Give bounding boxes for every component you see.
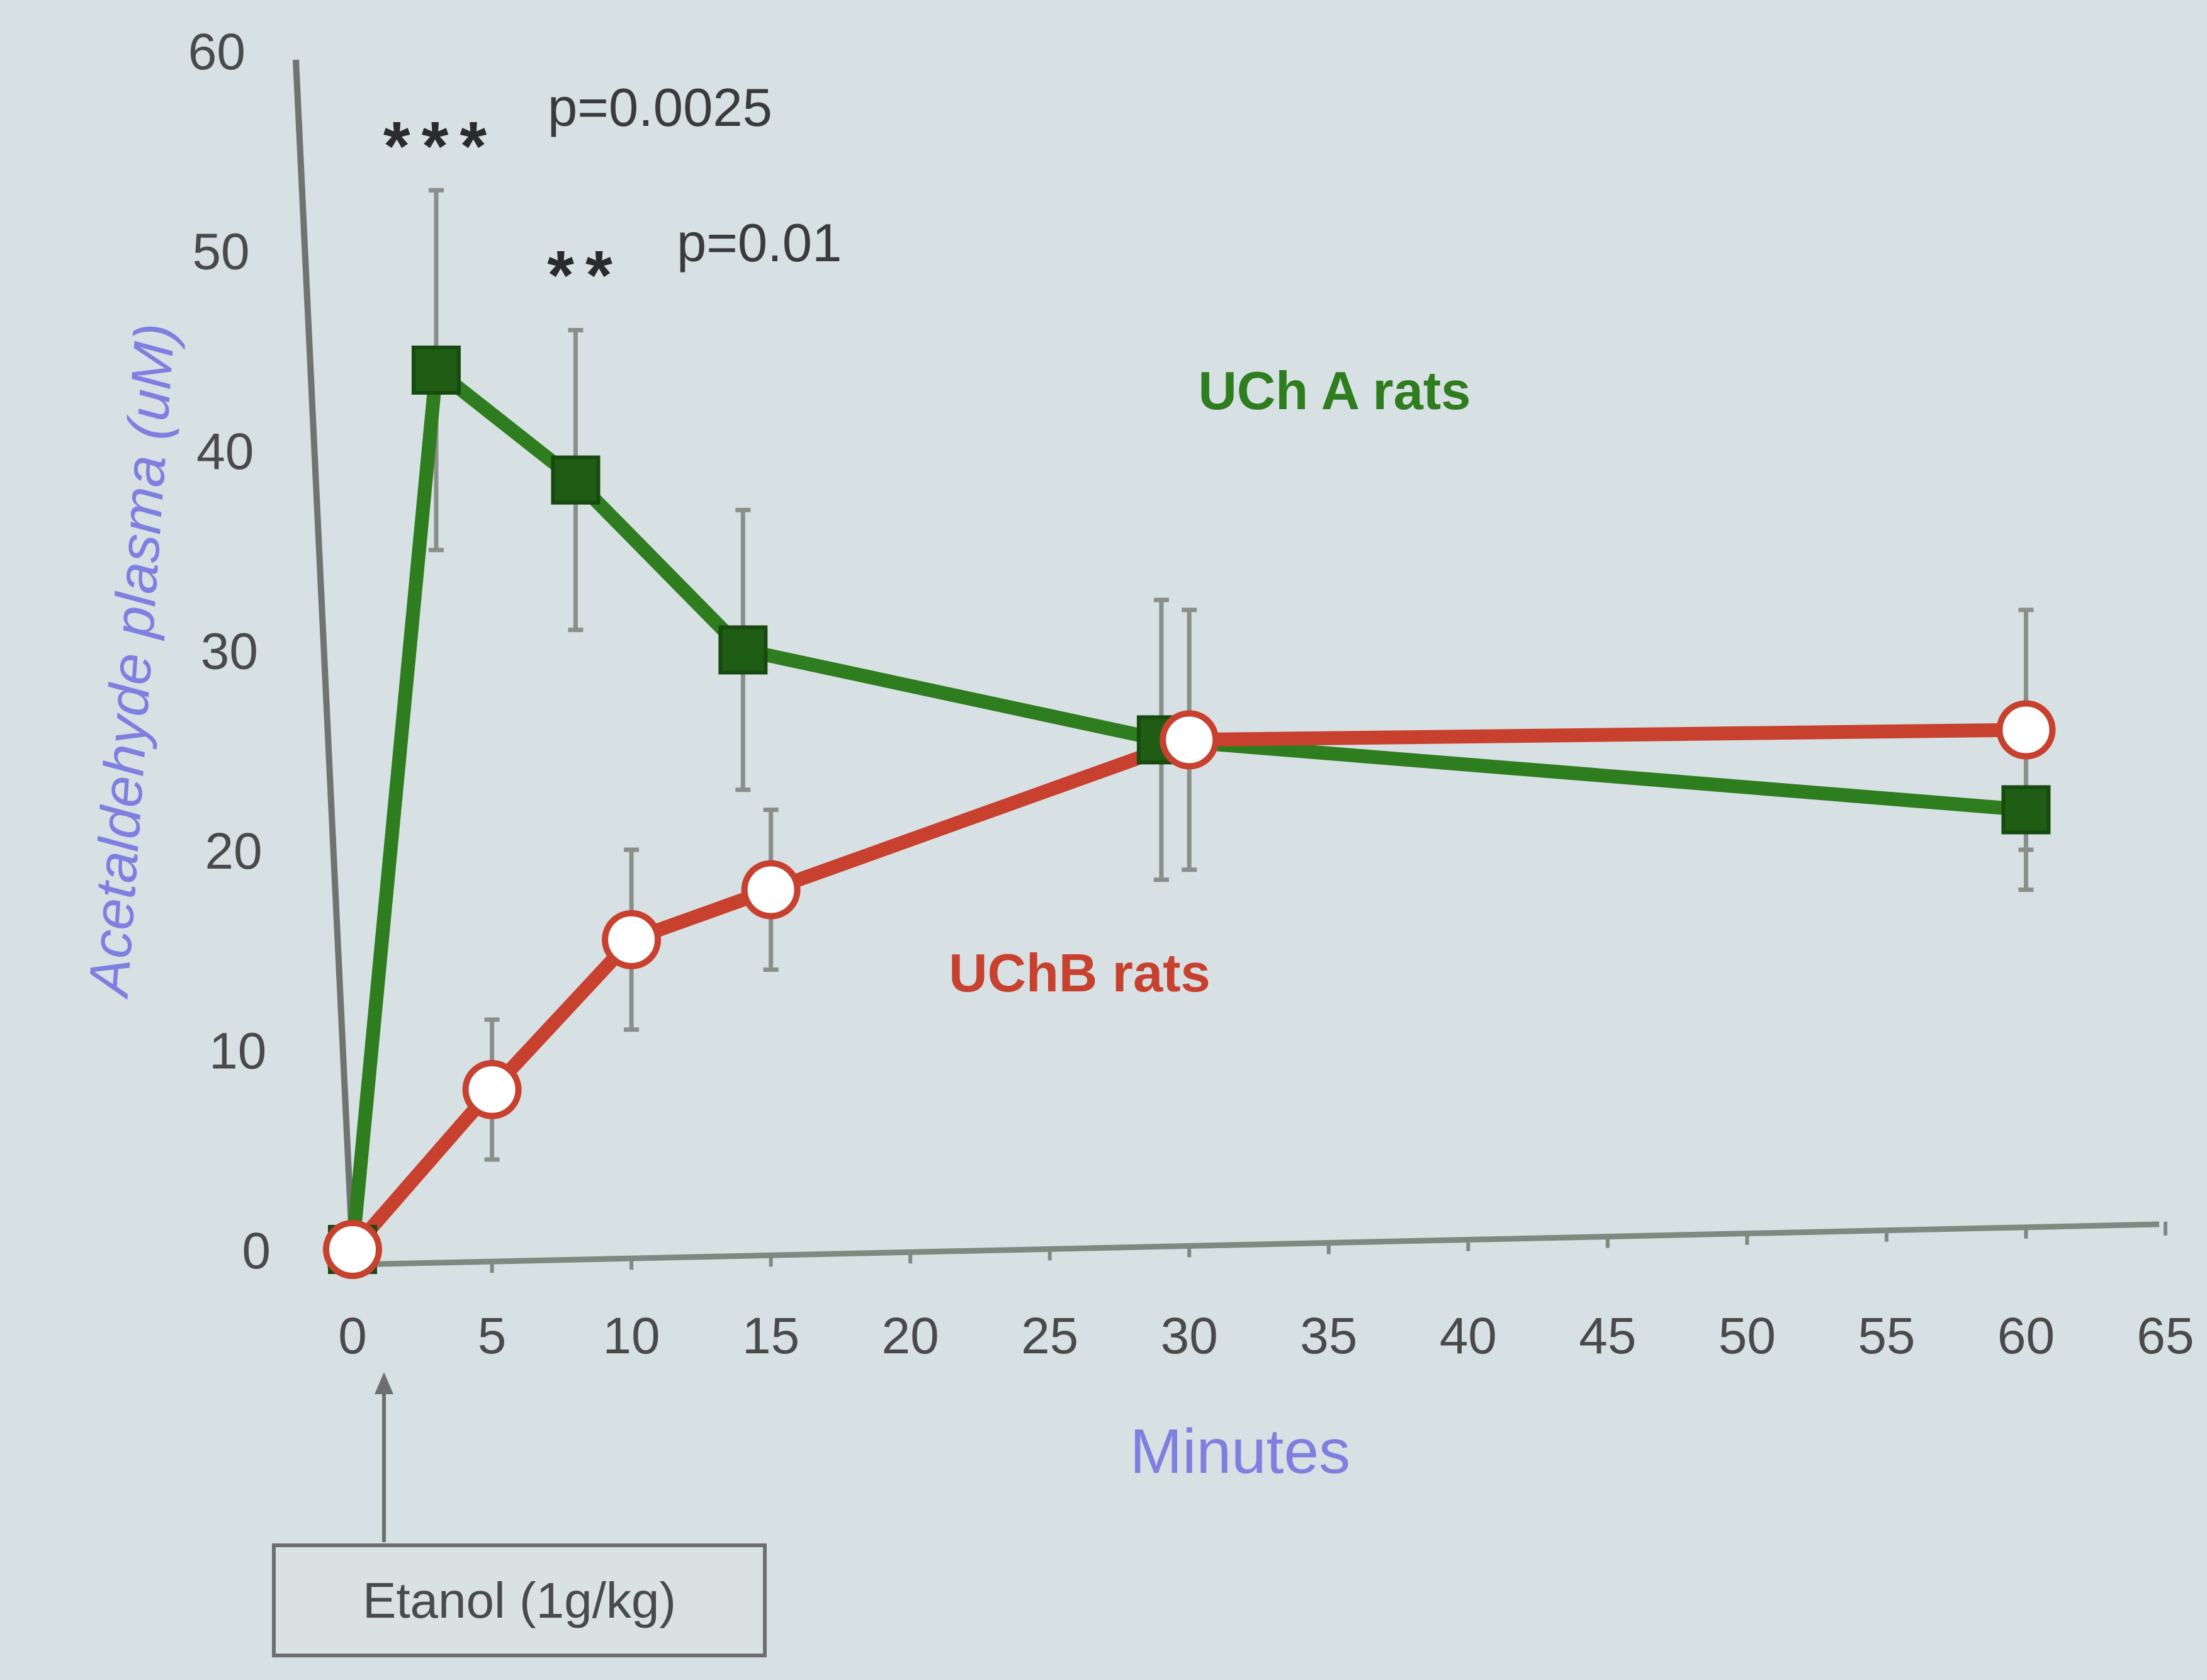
series-lines xyxy=(346,363,2033,1256)
series-label-uch-a: UCh A rats xyxy=(1199,361,1471,421)
data-point-circle xyxy=(462,1060,522,1119)
y-tick-label: 40 xyxy=(196,423,254,480)
x-tick-label: 55 xyxy=(1858,1307,1915,1365)
p-value-2: p=0.01 xyxy=(677,213,842,273)
x-tick-label: 10 xyxy=(602,1307,660,1365)
x-tick-label: 20 xyxy=(882,1307,939,1365)
series-line-1 xyxy=(346,363,2033,1256)
y-tick-label: 50 xyxy=(192,223,249,281)
x-tick-labels: 0 5 10 15 20 25 30 35 40 45 50 55 60 65 xyxy=(338,1221,2194,1365)
p-value-1: p=0.0025 xyxy=(548,78,772,138)
data-point-square xyxy=(718,625,768,675)
significance-stars-1: *** xyxy=(383,108,498,185)
x-tick-label: 30 xyxy=(1161,1307,1218,1365)
dose-arrow-head xyxy=(375,1372,393,1394)
x-tick-label: 40 xyxy=(1440,1307,1497,1365)
y-tick-label: 10 xyxy=(209,1023,266,1080)
x-tick-label: 25 xyxy=(1021,1307,1078,1365)
dose-box-label: Etanol (1g/kg) xyxy=(363,1572,676,1628)
significance-stars-2: ** xyxy=(547,237,624,314)
series-label-uch-b: UChB rats xyxy=(949,944,1211,1003)
dose-annotation: Etanol (1g/kg) xyxy=(272,1372,767,1657)
x-tick-label: 65 xyxy=(2136,1307,2194,1365)
data-point-square xyxy=(2001,785,2051,835)
y-tick-label: 0 xyxy=(242,1222,271,1280)
y-axis-line xyxy=(293,59,356,1253)
y-axis-title: Acetaldehyde plasma (uM) xyxy=(77,321,188,1001)
series-line-2 xyxy=(346,723,2033,1256)
series-markers xyxy=(323,346,2056,1279)
data-point-square xyxy=(411,346,461,395)
data-point-circle xyxy=(1996,700,2056,760)
error-bars xyxy=(428,188,2034,1162)
dose-box xyxy=(272,1543,767,1657)
x-tick-label: 15 xyxy=(742,1307,799,1365)
y-tick-label: 30 xyxy=(201,623,258,680)
y-tick-label: 60 xyxy=(188,23,246,81)
x-tick-label: 50 xyxy=(1719,1307,1776,1365)
data-point-circle xyxy=(1160,710,1219,770)
y-tick-labels: 0 10 20 30 40 50 60 xyxy=(188,23,271,1280)
x-tick-label: 35 xyxy=(1300,1307,1357,1365)
data-point-circle xyxy=(741,860,801,920)
x-tick-label: 60 xyxy=(1997,1307,2055,1365)
data-point-circle xyxy=(323,1220,382,1279)
data-point-circle xyxy=(602,910,662,969)
x-axis-title: Minutes xyxy=(1130,1416,1350,1487)
x-tick-label: 5 xyxy=(478,1307,507,1365)
x-tick-label: 0 xyxy=(338,1307,367,1365)
y-tick-label: 20 xyxy=(205,823,262,880)
data-point-square xyxy=(551,455,601,505)
x-axis-line xyxy=(327,1221,2160,1268)
x-tick-label: 45 xyxy=(1579,1307,1636,1365)
